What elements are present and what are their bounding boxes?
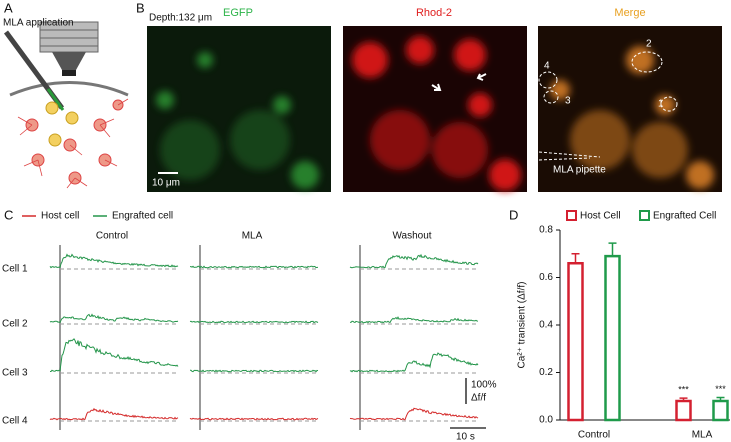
trace	[190, 265, 318, 269]
bar	[712, 399, 729, 422]
channel-title: EGFP	[223, 7, 253, 19]
cell-label: 4	[544, 61, 550, 72]
trace	[189, 417, 319, 421]
pipette-label: MLA pipette	[553, 165, 606, 176]
condition-label: Control	[96, 231, 128, 242]
trace	[50, 338, 179, 372]
scale-bar-label: Δf/f	[471, 393, 486, 404]
panel-label: B	[136, 0, 145, 15]
micrographs	[147, 26, 722, 192]
scale-bar-label: 10 s	[456, 432, 475, 442]
depth-label: Depth:132 μm	[149, 13, 212, 24]
cell-label: Cell 3	[2, 368, 28, 379]
y-tick-label: 0.2	[539, 367, 553, 378]
legend-swatch	[566, 210, 577, 221]
trace	[349, 316, 479, 324]
x-tick-label: Control	[578, 430, 610, 441]
x-tick-label: MLA	[692, 430, 713, 441]
trace	[49, 313, 179, 324]
schematic	[3, 21, 129, 189]
panel-label: C	[4, 207, 13, 222]
cell-label: Cell 4	[2, 416, 28, 427]
legend-swatch	[639, 210, 650, 221]
condition-label: MLA	[242, 231, 263, 242]
y-axis-label: Ca²⁺ transient (Δf/f)	[517, 282, 528, 369]
y-tick-label: 0.4	[539, 320, 553, 331]
bar	[604, 254, 621, 422]
y-tick-label: 0.0	[539, 415, 553, 426]
y-tick-label: 0.8	[539, 225, 553, 236]
bar	[675, 399, 692, 422]
legend-label: Host cell	[41, 211, 79, 222]
cell-label: Cell 2	[2, 319, 28, 330]
legend-label: Engrafted Cell	[653, 211, 716, 222]
legend-label: Engrafted cell	[112, 211, 173, 222]
error-bar	[716, 396, 725, 401]
cell-label: 3	[565, 96, 571, 107]
significance: ***	[715, 384, 726, 394]
panel-label: D	[509, 207, 518, 222]
trace	[349, 407, 479, 421]
channel-title: Merge	[614, 7, 645, 19]
trace	[349, 352, 479, 373]
trace	[349, 253, 479, 269]
trace	[49, 407, 179, 421]
trace	[190, 369, 319, 373]
y-tick-label: 0.6	[539, 272, 553, 283]
significance: ***	[678, 385, 689, 395]
cell-label: 2	[646, 39, 652, 50]
scale-bar-label: 100%	[471, 380, 497, 391]
schematic-title: MLA application	[3, 18, 74, 29]
cell-label: 1	[658, 99, 664, 110]
error-bar	[608, 242, 617, 257]
trace	[189, 320, 319, 324]
bar	[567, 262, 584, 422]
cell-label: Cell 1	[2, 264, 28, 275]
trace	[49, 253, 179, 269]
panel-label: A	[4, 0, 13, 15]
channel-title: Rhod-2	[416, 7, 452, 19]
condition-label: Washout	[392, 231, 431, 242]
error-bar	[571, 253, 580, 264]
error-bar	[679, 397, 688, 401]
legend-label: Host Cell	[580, 211, 621, 222]
scale-bar-label: 10 μm	[152, 178, 180, 189]
